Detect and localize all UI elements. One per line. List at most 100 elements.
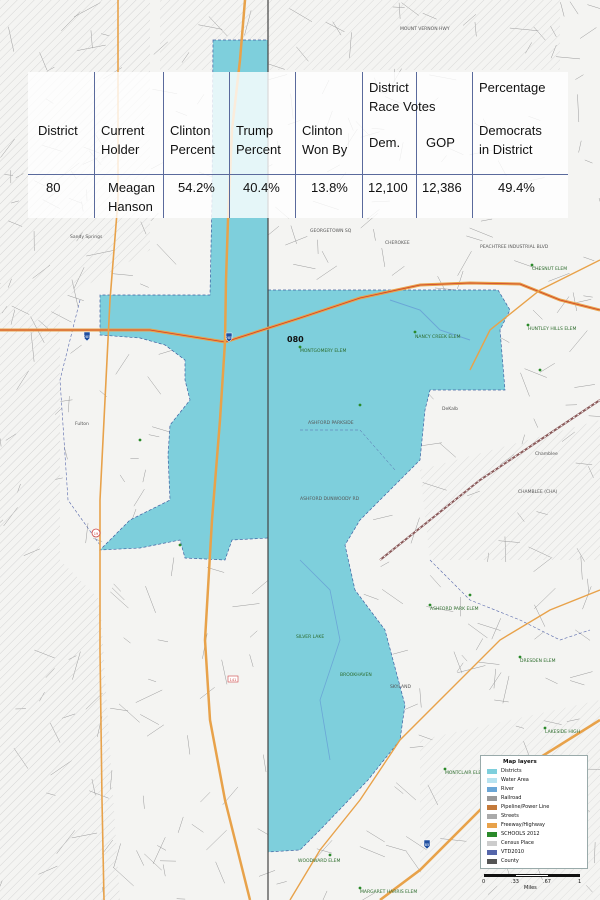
legend-item: Freeway/Highway: [487, 822, 585, 830]
street: [110, 707, 129, 712]
legend-swatch-icon: [487, 841, 497, 846]
street: [366, 830, 385, 843]
poi-dresden: DRESDEN ELEM: [520, 658, 556, 664]
street: [363, 593, 379, 600]
header-clinton-won-by: Clinton Won By: [302, 123, 348, 157]
table-divider: [229, 72, 230, 218]
legend-title: Map layers: [503, 759, 537, 765]
street: [579, 27, 597, 39]
street: [322, 890, 328, 900]
shield-285-icon: 285: [84, 331, 90, 342]
legend-item: Railroad: [487, 795, 585, 803]
street: [321, 250, 329, 263]
legend-label: Streets: [501, 813, 519, 819]
place-brookhaven: BROOKHAVEN: [340, 672, 372, 678]
place-sandy-springs: Sandy Springs: [70, 234, 103, 240]
street: [191, 824, 204, 833]
school-marker-icon: [468, 593, 472, 597]
street: [187, 735, 191, 755]
place-chamblee-cha: CHAMBLEE (CHA): [518, 489, 558, 495]
street: [461, 654, 468, 662]
header-percentage: Percentage: [479, 80, 546, 95]
street: [583, 256, 595, 262]
street: [493, 668, 496, 689]
street: [491, 618, 501, 640]
street: [133, 489, 145, 507]
poi-montgomery: MONTGOMERY ELEM: [300, 348, 347, 354]
street: [232, 603, 260, 608]
street: [118, 703, 140, 723]
street: [85, 523, 89, 544]
street: [534, 631, 545, 640]
street: [382, 589, 404, 605]
cell-trump-percent: 40.4%: [243, 180, 280, 195]
street: [574, 384, 595, 388]
peachtree-industrial: [469, 259, 600, 371]
header-dem-votes: Dem.: [369, 135, 401, 150]
street: [502, 675, 510, 704]
header-current-holder: Current Holder: [101, 123, 145, 157]
street: [68, 396, 70, 413]
street: [162, 864, 166, 877]
street: [215, 861, 225, 884]
vtd-boundary-2: [429, 559, 591, 641]
legend-swatch-icon: [487, 823, 497, 828]
place-ashford-parkside: ASHFORD PARKSIDE: [308, 420, 354, 426]
table-divider: [416, 72, 417, 218]
legend-swatch-icon: [487, 832, 497, 837]
shield-19-icon: 19: [91, 528, 101, 538]
svg-text:141: 141: [230, 678, 237, 682]
district-id-label: 080: [287, 335, 304, 344]
street: [419, 688, 422, 708]
street: [404, 703, 418, 710]
map-legend: Map layers Districts Water Area River Railr…: [480, 755, 588, 869]
street: [152, 426, 171, 433]
street: [457, 251, 472, 276]
table-row-divider: [28, 174, 568, 175]
scale-segment: [484, 874, 516, 877]
cell-dem-votes: 12,100: [368, 180, 408, 195]
school-marker-icon: [178, 543, 182, 547]
street: [386, 844, 408, 852]
legend-item: River: [487, 786, 585, 794]
table-divider: [94, 72, 95, 218]
place-skyland: SKYLAND: [390, 684, 411, 690]
road-georgetown: GEORGETOWN SQ: [310, 228, 352, 234]
school-marker-icon: [518, 655, 522, 659]
street: [556, 56, 581, 60]
street: [570, 671, 593, 678]
street: [148, 434, 160, 438]
shield-141-icon: 141: [227, 675, 239, 683]
legend-label: VTD2010: [501, 849, 525, 855]
street: [582, 586, 592, 610]
poi-lakeside: LAKESIDE HIGH: [545, 729, 580, 735]
shield-285-east-icon: 285: [226, 332, 232, 343]
street: [583, 295, 593, 298]
school-marker-icon: [543, 726, 547, 730]
street: [569, 330, 588, 353]
poi-montclair: MONTCLAIR ELEM: [445, 770, 485, 776]
street: [556, 296, 570, 314]
street: [147, 376, 161, 395]
street: [575, 629, 591, 641]
school-marker-icon: [358, 886, 362, 890]
poi-woodward: WOODWARD ELEM: [298, 858, 340, 864]
census-place-west: [0, 0, 150, 900]
street: [249, 654, 254, 667]
table-divider: [295, 72, 296, 218]
school-marker-icon: [526, 323, 530, 327]
street: [171, 557, 175, 577]
legend-swatch-icon: [487, 805, 497, 810]
street: [457, 270, 464, 290]
street: [258, 870, 276, 877]
street: [394, 786, 404, 794]
vtd-boundary-3: [300, 429, 396, 471]
header-trump-percent: Trump Percent: [236, 123, 281, 157]
street: [206, 830, 227, 851]
street: [540, 363, 555, 373]
street: [111, 273, 133, 276]
street: [276, 881, 287, 885]
table-divider: [362, 72, 363, 218]
scale-segment: [516, 874, 548, 877]
street: [524, 368, 547, 378]
